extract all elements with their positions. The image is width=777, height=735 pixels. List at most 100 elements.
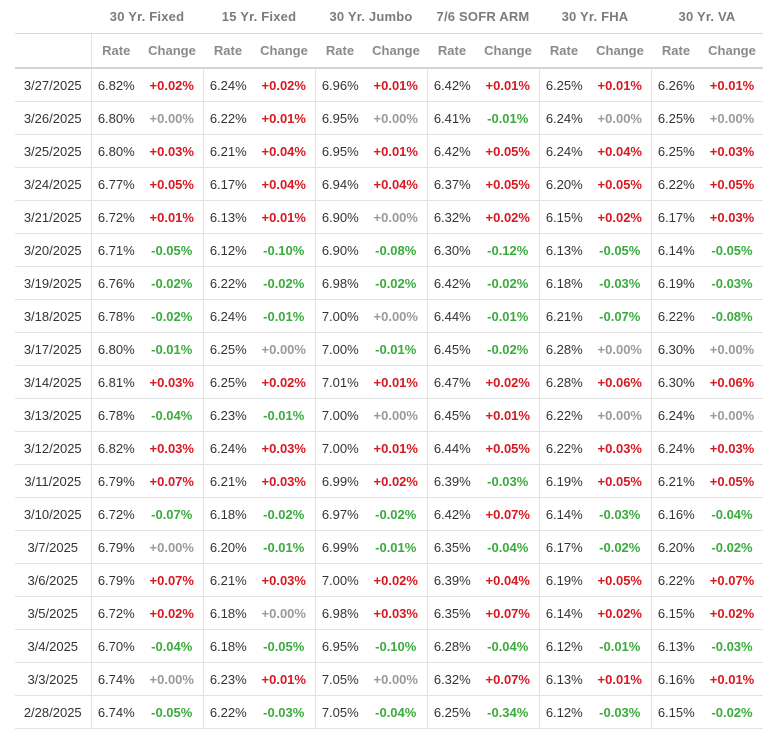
rate-cell: 6.19% bbox=[539, 563, 589, 597]
rate-cell: 6.39% bbox=[427, 464, 477, 498]
table-row: 3/13/2025 6.78% -0.04% 6.23% -0.01% 7.00% +0.0… bbox=[15, 398, 764, 432]
change-cell: +0.03% bbox=[701, 134, 764, 168]
change-cell: +0.03% bbox=[589, 431, 652, 465]
change-cell: +0.01% bbox=[141, 200, 204, 234]
rate-cell: 6.79% bbox=[91, 563, 141, 597]
table-row: 2/28/2025 6.74% -0.05% 6.22% -0.03% 7.05% -0.0… bbox=[15, 695, 764, 729]
header-rate: Rate bbox=[539, 33, 589, 69]
change-cell: +0.00% bbox=[701, 332, 764, 366]
rate-cell: 6.97% bbox=[315, 497, 365, 531]
rate-cell: 6.25% bbox=[203, 365, 253, 399]
change-cell: +0.00% bbox=[365, 662, 428, 696]
rate-cell: 6.22% bbox=[539, 398, 589, 432]
rate-cell: 6.21% bbox=[539, 299, 589, 333]
rate-cell: 6.24% bbox=[651, 398, 702, 432]
rate-cell: 6.17% bbox=[203, 167, 253, 201]
rate-cell: 6.82% bbox=[91, 431, 141, 465]
table-body: 3/27/2025 6.82% +0.02% 6.24% +0.02% 6.96% +0.0… bbox=[15, 68, 764, 729]
rate-cell: 6.95% bbox=[315, 134, 365, 168]
rate-cell: 6.21% bbox=[203, 134, 253, 168]
rate-cell: 6.30% bbox=[651, 332, 702, 366]
change-cell: +0.00% bbox=[365, 101, 428, 135]
rate-cell: 6.72% bbox=[91, 200, 141, 234]
change-cell: +0.03% bbox=[253, 464, 316, 498]
rate-cell: 6.72% bbox=[91, 497, 141, 531]
change-cell: +0.04% bbox=[477, 563, 540, 597]
change-cell: +0.07% bbox=[701, 563, 764, 597]
rate-cell: 6.80% bbox=[91, 101, 141, 135]
rate-cell: 6.13% bbox=[539, 662, 589, 696]
table-row: 3/25/2025 6.80% +0.03% 6.21% +0.04% 6.95% +0.0… bbox=[15, 134, 764, 168]
rate-cell: 6.79% bbox=[91, 464, 141, 498]
change-cell: +0.00% bbox=[141, 662, 204, 696]
table-row: 3/18/2025 6.78% -0.02% 6.24% -0.01% 7.00% +0.0… bbox=[15, 299, 764, 333]
table-row: 3/6/2025 6.79% +0.07% 6.21% +0.03% 7.00% +0.02… bbox=[15, 563, 764, 597]
rate-cell: 6.47% bbox=[427, 365, 477, 399]
rate-cell: 6.22% bbox=[203, 695, 253, 729]
table-row: 3/5/2025 6.72% +0.02% 6.18% +0.00% 6.98% +0.03… bbox=[15, 596, 764, 630]
change-cell: +0.03% bbox=[701, 200, 764, 234]
table-row: 3/17/2025 6.80% -0.01% 6.25% +0.00% 7.00% -0.0… bbox=[15, 332, 764, 366]
table-header: 30 Yr. Fixed 15 Yr. Fixed 30 Yr. Jumbo 7… bbox=[15, 0, 764, 69]
table-row: 3/3/2025 6.74% +0.00% 6.23% +0.01% 7.05% +0.00… bbox=[15, 662, 764, 696]
rate-cell: 6.71% bbox=[91, 233, 141, 267]
change-cell: -0.01% bbox=[141, 332, 204, 366]
change-cell: +0.04% bbox=[253, 134, 316, 168]
change-cell: -0.10% bbox=[253, 233, 316, 267]
row-date: 3/12/2025 bbox=[15, 431, 92, 465]
change-cell: -0.01% bbox=[253, 530, 316, 564]
change-cell: +0.05% bbox=[589, 563, 652, 597]
rate-cell: 6.28% bbox=[427, 629, 477, 663]
rate-cell: 6.30% bbox=[427, 233, 477, 267]
change-cell: -0.12% bbox=[477, 233, 540, 267]
change-cell: -0.02% bbox=[141, 266, 204, 300]
change-cell: +0.02% bbox=[141, 596, 204, 630]
change-cell: +0.00% bbox=[589, 398, 652, 432]
rate-cell: 7.01% bbox=[315, 365, 365, 399]
header-group-30yr-fixed: 30 Yr. Fixed bbox=[91, 0, 203, 34]
row-date: 3/6/2025 bbox=[15, 563, 92, 597]
table-row: 3/26/2025 6.80% +0.00% 6.22% +0.01% 6.95% +0.0… bbox=[15, 101, 764, 135]
row-date: 3/24/2025 bbox=[15, 167, 92, 201]
rate-cell: 6.18% bbox=[203, 629, 253, 663]
change-cell: -0.05% bbox=[141, 695, 204, 729]
rate-cell: 6.21% bbox=[203, 563, 253, 597]
rate-cell: 6.95% bbox=[315, 629, 365, 663]
rate-cell: 6.23% bbox=[203, 398, 253, 432]
rate-cell: 6.20% bbox=[651, 530, 702, 564]
table-row: 3/19/2025 6.76% -0.02% 6.22% -0.02% 6.98% -0.0… bbox=[15, 266, 764, 300]
rate-cell: 6.25% bbox=[427, 695, 477, 729]
change-cell: -0.03% bbox=[589, 695, 652, 729]
header-sub-row: Rate Change Rate Change Rate Change Rate… bbox=[15, 33, 764, 69]
change-cell: -0.07% bbox=[141, 497, 204, 531]
rate-cell: 7.00% bbox=[315, 563, 365, 597]
header-sub-date-blank bbox=[15, 33, 92, 69]
change-cell: +0.05% bbox=[589, 167, 652, 201]
change-cell: -0.07% bbox=[589, 299, 652, 333]
header-rate: Rate bbox=[315, 33, 365, 69]
change-cell: +0.01% bbox=[365, 134, 428, 168]
rate-cell: 6.78% bbox=[91, 398, 141, 432]
change-cell: -0.02% bbox=[701, 530, 764, 564]
header-change: Change bbox=[589, 33, 652, 69]
rate-cell: 6.45% bbox=[427, 332, 477, 366]
change-cell: +0.01% bbox=[589, 662, 652, 696]
rate-cell: 6.12% bbox=[539, 695, 589, 729]
change-cell: +0.04% bbox=[253, 167, 316, 201]
change-cell: -0.01% bbox=[365, 332, 428, 366]
rate-cell: 7.00% bbox=[315, 431, 365, 465]
change-cell: -0.04% bbox=[477, 629, 540, 663]
rate-cell: 6.16% bbox=[651, 497, 702, 531]
row-date: 3/7/2025 bbox=[15, 530, 92, 564]
rate-cell: 6.24% bbox=[651, 431, 702, 465]
rate-cell: 6.44% bbox=[427, 431, 477, 465]
change-cell: +0.00% bbox=[141, 101, 204, 135]
change-cell: -0.04% bbox=[141, 398, 204, 432]
rate-cell: 6.74% bbox=[91, 662, 141, 696]
change-cell: +0.07% bbox=[477, 596, 540, 630]
change-cell: +0.02% bbox=[253, 365, 316, 399]
table-row: 3/12/2025 6.82% +0.03% 6.24% +0.03% 7.00% +0.0… bbox=[15, 431, 764, 465]
change-cell: -0.05% bbox=[589, 233, 652, 267]
rate-cell: 6.24% bbox=[203, 299, 253, 333]
change-cell: -0.03% bbox=[589, 266, 652, 300]
